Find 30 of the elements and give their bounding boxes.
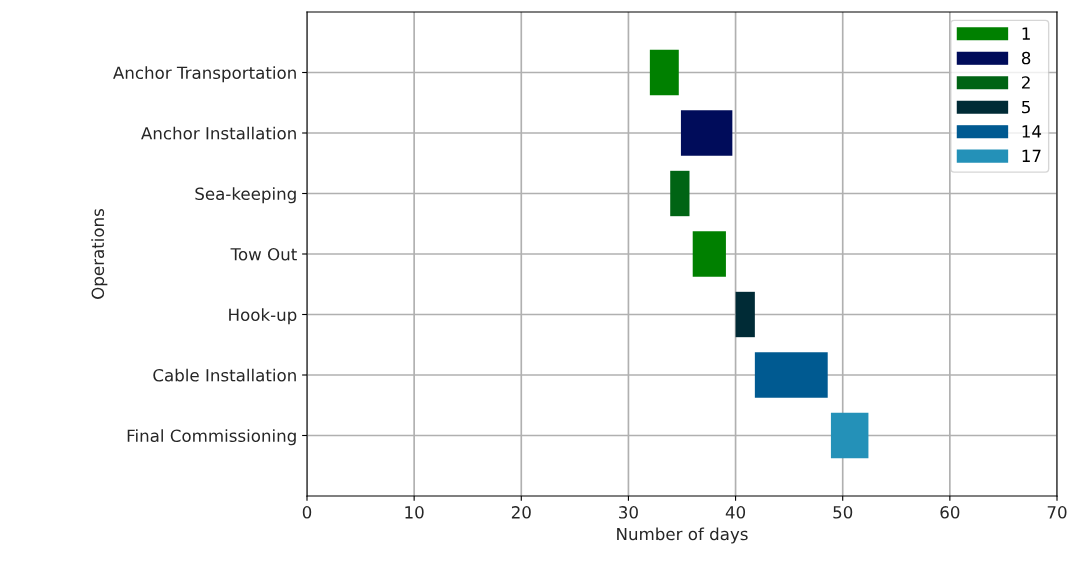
y-tick-label: Anchor Installation xyxy=(141,126,296,140)
x-tick-label: 50 xyxy=(833,506,853,519)
y-tick-label: Cable Installation xyxy=(153,368,296,382)
bar xyxy=(735,291,755,338)
bar xyxy=(754,352,828,398)
x-tick-label: 60 xyxy=(940,506,960,519)
x-tick-label: 70 xyxy=(1047,506,1067,519)
bar xyxy=(680,110,733,156)
y-tick-label: Sea-keeping xyxy=(195,187,296,204)
bar xyxy=(670,170,690,217)
bar xyxy=(830,412,869,459)
legend-label: 5 xyxy=(1022,100,1030,114)
y-axis-title: Operations xyxy=(91,209,108,299)
x-tick-label: 0 xyxy=(302,506,312,519)
x-axis-title: Number of days xyxy=(617,527,748,544)
legend-label: 14 xyxy=(1022,125,1042,138)
x-tick-label: 30 xyxy=(619,506,638,519)
y-tick-label: Final Commissioning xyxy=(127,429,296,446)
bar xyxy=(692,231,726,277)
x-tick-label: 10 xyxy=(405,506,424,519)
y-tick-label: Hook-up xyxy=(229,308,297,325)
y-tick-label: Tow Out xyxy=(230,247,297,261)
legend-label: 17 xyxy=(1022,149,1041,162)
y-tick-label: Anchor Transportation xyxy=(113,66,296,83)
legend-label: 8 xyxy=(1021,51,1031,65)
x-tick-label: 40 xyxy=(725,506,746,519)
legend-label: 1 xyxy=(1022,27,1030,40)
x-tick-label: 20 xyxy=(511,506,531,519)
bar xyxy=(649,49,679,96)
legend-label: 2 xyxy=(1022,76,1030,89)
